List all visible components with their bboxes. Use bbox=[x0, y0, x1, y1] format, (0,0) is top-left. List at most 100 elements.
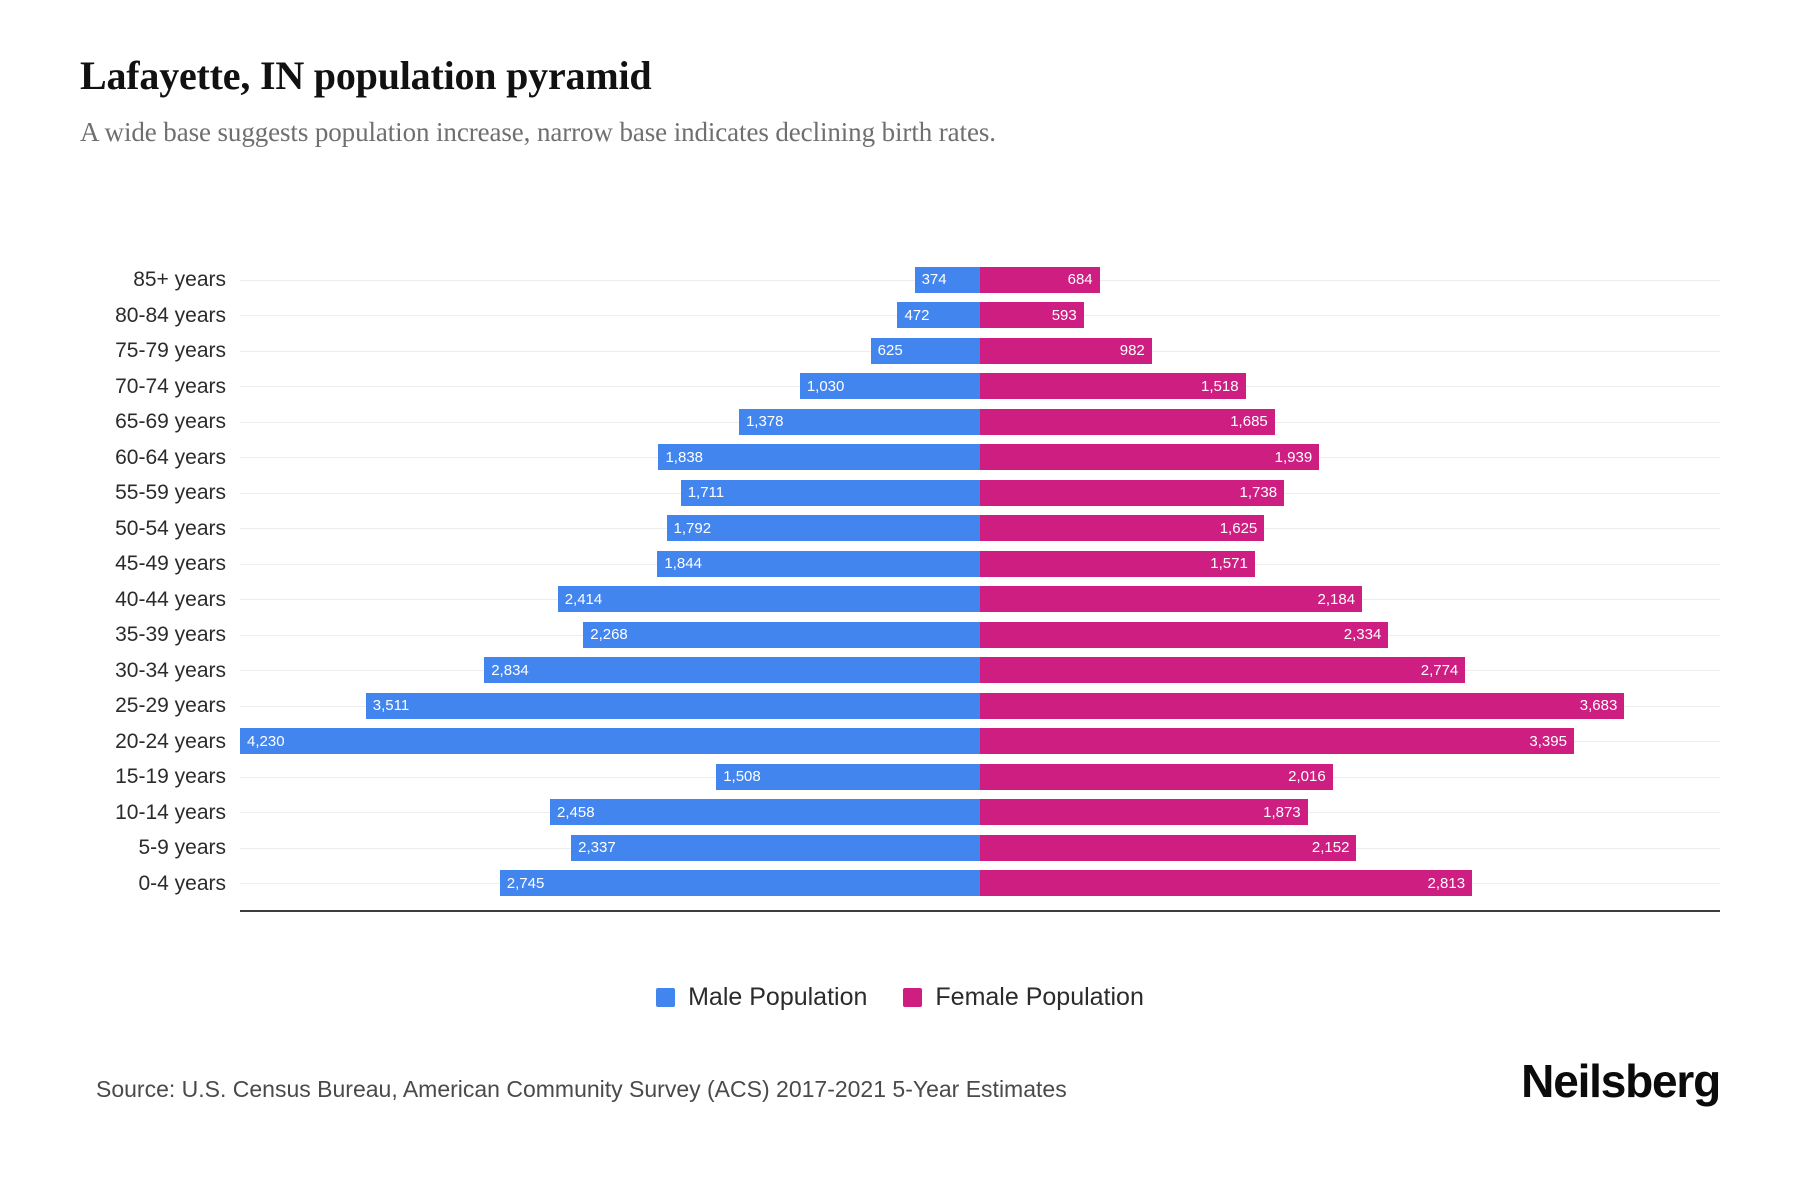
legend-item-male[interactable]: Male Population bbox=[656, 985, 867, 1010]
male-bar-value: 4,230 bbox=[247, 732, 285, 750]
bar-group: 2,414 2,184 bbox=[240, 582, 1720, 618]
x-axis-line bbox=[240, 910, 1720, 912]
male-half: 2,834 bbox=[240, 653, 980, 689]
pyramid-row: 40-44 years 2,414 2,184 bbox=[80, 582, 1720, 618]
male-bar[interactable]: 1,838 bbox=[658, 444, 980, 471]
male-half: 1,792 bbox=[240, 511, 980, 547]
female-bar-value: 2,152 bbox=[1311, 839, 1350, 857]
female-bar[interactable]: 1,685 bbox=[980, 408, 1275, 435]
row-track: 2,745 2,813 bbox=[240, 866, 1720, 902]
male-bar-value: 472 bbox=[904, 306, 930, 324]
male-half: 625 bbox=[240, 333, 980, 369]
male-bar-value: 1,711 bbox=[687, 484, 725, 502]
female-bar[interactable]: 1,571 bbox=[980, 550, 1255, 577]
female-bar[interactable]: 2,334 bbox=[980, 621, 1389, 648]
female-bar-value: 982 bbox=[1119, 342, 1145, 360]
female-bar[interactable]: 1,738 bbox=[980, 479, 1285, 506]
age-group-label: 75-79 years bbox=[115, 339, 226, 363]
female-bar-value: 1,625 bbox=[1219, 519, 1258, 537]
female-bar[interactable]: 2,774 bbox=[980, 657, 1466, 684]
row-track: 374 684 bbox=[240, 262, 1720, 298]
male-half: 2,337 bbox=[240, 830, 980, 866]
male-bar[interactable]: 1,378 bbox=[738, 408, 980, 435]
female-bar[interactable]: 2,152 bbox=[980, 834, 1357, 861]
row-track: 2,414 2,184 bbox=[240, 582, 1720, 618]
male-bar[interactable]: 472 bbox=[897, 302, 980, 329]
female-bar[interactable]: 1,625 bbox=[980, 515, 1265, 542]
male-bar[interactable]: 1,030 bbox=[799, 373, 980, 400]
female-bar[interactable]: 1,873 bbox=[980, 799, 1308, 826]
male-half: 3,511 bbox=[240, 688, 980, 724]
male-bar[interactable]: 2,458 bbox=[550, 799, 980, 826]
age-group-label: 20-24 years bbox=[115, 729, 226, 753]
male-bar[interactable]: 625 bbox=[870, 337, 980, 364]
female-bar[interactable]: 593 bbox=[980, 302, 1084, 329]
female-bar[interactable]: 2,813 bbox=[980, 870, 1473, 897]
age-group-label: 70-74 years bbox=[115, 374, 226, 398]
legend-swatch-male-icon bbox=[656, 988, 676, 1007]
male-bar[interactable]: 2,745 bbox=[499, 870, 980, 897]
bar-group: 1,792 1,625 bbox=[240, 511, 1720, 547]
legend-item-female[interactable]: Female Population bbox=[903, 983, 1144, 1011]
female-bar-value: 1,873 bbox=[1263, 803, 1301, 821]
bar-group: 1,378 1,685 bbox=[240, 404, 1720, 440]
male-bar[interactable]: 3,511 bbox=[365, 692, 980, 719]
male-bar-value: 1,792 bbox=[673, 519, 712, 537]
male-bar-value: 2,337 bbox=[578, 839, 616, 857]
male-bar-value: 3,511 bbox=[372, 697, 410, 715]
chart-header: Lafayette, IN population pyramid A wide … bbox=[80, 52, 1720, 150]
male-bar[interactable]: 4,230 bbox=[240, 728, 980, 755]
bar-group: 2,268 2,334 bbox=[240, 617, 1720, 653]
female-half: 3,683 bbox=[980, 688, 1720, 724]
female-half: 1,518 bbox=[980, 369, 1720, 405]
male-bar[interactable]: 2,414 bbox=[557, 586, 980, 613]
male-bar[interactable]: 2,834 bbox=[484, 657, 980, 684]
male-bar[interactable]: 1,844 bbox=[657, 550, 980, 577]
female-bar[interactable]: 2,184 bbox=[980, 586, 1363, 613]
female-bar[interactable]: 3,683 bbox=[980, 692, 1625, 719]
row-track: 3,511 3,683 bbox=[240, 688, 1720, 724]
male-half: 1,378 bbox=[240, 404, 980, 440]
male-bar[interactable]: 2,268 bbox=[583, 621, 980, 648]
row-track: 2,268 2,334 bbox=[240, 617, 1720, 653]
female-bar[interactable]: 2,016 bbox=[980, 763, 1333, 790]
age-group-label: 30-34 years bbox=[115, 658, 226, 682]
pyramid-row: 55-59 years 1,711 1,738 bbox=[80, 475, 1720, 511]
female-half: 1,625 bbox=[980, 511, 1720, 547]
bar-group: 2,458 1,873 bbox=[240, 795, 1720, 831]
female-bar[interactable]: 684 bbox=[980, 266, 1100, 293]
male-bar[interactable]: 1,508 bbox=[716, 763, 980, 790]
male-bar[interactable]: 374 bbox=[914, 266, 980, 293]
pyramid-row: 35-39 years 2,268 2,334 bbox=[80, 617, 1720, 653]
female-bar-value: 1,518 bbox=[1201, 377, 1239, 395]
female-half: 1,685 bbox=[980, 404, 1720, 440]
legend-label-female: Female Population bbox=[935, 983, 1144, 1011]
female-half: 2,184 bbox=[980, 582, 1720, 618]
bar-group: 625 982 bbox=[240, 333, 1720, 369]
row-track: 2,458 1,873 bbox=[240, 795, 1720, 831]
male-bar-value: 2,745 bbox=[506, 874, 545, 892]
female-bar[interactable]: 1,518 bbox=[980, 373, 1246, 400]
plot-area: 85+ years 374 684 80-84 years 472 593 75-79 ye… bbox=[80, 262, 1720, 912]
age-group-label: 15-19 years bbox=[115, 765, 226, 789]
row-track: 1,378 1,685 bbox=[240, 404, 1720, 440]
female-bar[interactable]: 982 bbox=[980, 337, 1152, 364]
female-bar-value: 2,184 bbox=[1317, 590, 1356, 608]
age-group-label: 85+ years bbox=[133, 268, 226, 292]
male-bar-value: 1,844 bbox=[664, 555, 702, 573]
page-title: Lafayette, IN population pyramid bbox=[80, 53, 652, 98]
age-group-label: 80-84 years bbox=[115, 303, 226, 327]
female-bar-value: 1,685 bbox=[1230, 413, 1268, 431]
male-bar[interactable]: 1,792 bbox=[666, 515, 980, 542]
male-bar-value: 1,508 bbox=[723, 768, 761, 786]
pyramid-row: 50-54 years 1,792 1,625 bbox=[80, 511, 1720, 547]
male-bar[interactable]: 2,337 bbox=[571, 834, 980, 861]
pyramid-row: 5-9 years 2,337 2,152 bbox=[80, 830, 1720, 866]
age-group-label: 65-69 years bbox=[115, 410, 226, 434]
female-half: 1,873 bbox=[980, 795, 1720, 831]
bar-group: 3,511 3,683 bbox=[240, 688, 1720, 724]
row-track: 1,838 1,939 bbox=[240, 440, 1720, 476]
male-bar[interactable]: 1,711 bbox=[680, 479, 980, 506]
female-bar[interactable]: 1,939 bbox=[980, 444, 1320, 471]
female-bar[interactable]: 3,395 bbox=[980, 728, 1574, 755]
